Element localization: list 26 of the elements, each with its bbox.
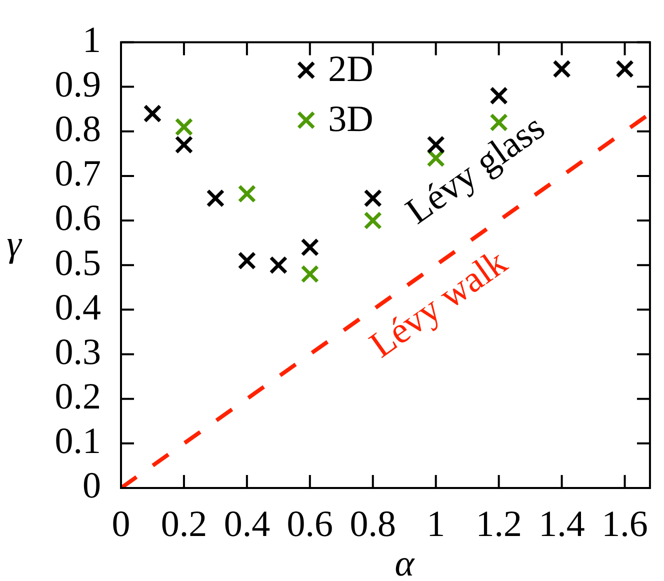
y-tick-label: 0.2	[54, 376, 101, 418]
y-tick-label: 0.9	[54, 64, 101, 106]
y-tick-label: 0.6	[54, 198, 101, 240]
y-tick-label: 1	[82, 20, 101, 61]
y-tick-label: 0.1	[54, 421, 101, 462]
x-tick-label: 1.2	[476, 504, 522, 545]
annotation: Lévy glass	[398, 106, 552, 232]
y-tick-label: 0	[82, 466, 101, 507]
y-axis-title: γ	[6, 224, 23, 265]
y-tick-label: 0.7	[54, 154, 101, 195]
y-tick-label: 0.3	[54, 332, 101, 373]
y-tick-label: 0.8	[54, 109, 101, 150]
x-tick-label: 1	[426, 504, 446, 545]
x-tick-label: 1.6	[602, 504, 648, 545]
y-tick-label: 0.5	[54, 242, 101, 284]
x-tick-label: 0.2	[160, 504, 208, 545]
x-tick-label: 0.6	[286, 504, 334, 545]
text: Lévy walk	[362, 241, 515, 366]
x-tick-label: 0.4	[224, 504, 270, 545]
y-tick-label: 0.4	[54, 287, 101, 328]
x-tick-label: 0.8	[350, 504, 396, 545]
x-axis-title: α	[394, 544, 416, 581]
legend-label: 3D	[328, 98, 374, 140]
x-tick-label: 1.4	[538, 504, 585, 545]
legend-label: 2D	[328, 48, 374, 90]
x-tick-label: 0	[112, 504, 130, 545]
